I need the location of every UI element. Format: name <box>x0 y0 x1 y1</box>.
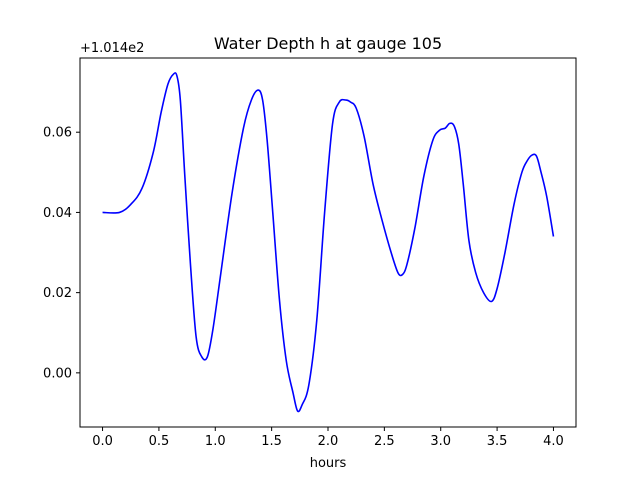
x-axis-label: hours <box>310 456 347 471</box>
y-tick-label: 0.02 <box>43 286 72 301</box>
y-axis-offset-label: +1.014e2 <box>80 41 144 56</box>
chart-title: Water Depth h at gauge 105 <box>214 34 442 53</box>
y-axis: 0.00 0.02 0.04 0.06 <box>43 126 80 381</box>
x-tick-label: 2.0 <box>318 434 339 449</box>
x-tick-label: 1.5 <box>261 434 282 449</box>
y-tick-label: 0.00 <box>43 366 72 381</box>
y-tick-label: 0.06 <box>43 126 72 141</box>
x-tick-label: 3.0 <box>430 434 451 449</box>
x-tick-label: 4.0 <box>543 434 564 449</box>
x-axis: 0.0 0.5 1.0 1.5 2.0 2.5 3.0 3.5 4.0 <box>92 427 564 449</box>
x-tick-label: 2.5 <box>374 434 395 449</box>
x-tick-label: 3.5 <box>487 434 508 449</box>
x-tick-label: 1.0 <box>205 434 226 449</box>
x-tick-label: 0.5 <box>149 434 170 449</box>
x-tick-label: 0.0 <box>92 434 113 449</box>
y-tick-label: 0.04 <box>43 206 72 221</box>
series-line <box>102 72 555 413</box>
axes-frame <box>79 57 577 428</box>
